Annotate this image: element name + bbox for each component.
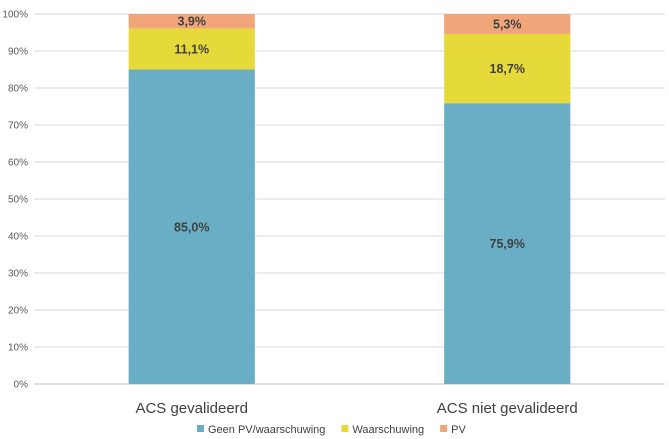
y-tick-label: 30%	[8, 269, 28, 280]
x-axis: ACS gevalideerd ACS niet gevalideerd	[135, 400, 577, 417]
bar-segment	[128, 69, 255, 384]
legend-label: Waarschuwing	[352, 424, 424, 436]
bar-segment	[444, 103, 571, 385]
data-label: 75,9%	[490, 237, 525, 251]
y-tick-label: 80%	[8, 84, 28, 95]
data-label: 85,0%	[174, 220, 209, 234]
y-tick-label: 60%	[8, 158, 28, 169]
bar-segment	[444, 33, 571, 104]
legend-swatch	[341, 425, 349, 432]
data-label: 18,7%	[490, 62, 525, 76]
data-label: 3,9%	[178, 15, 207, 29]
legend-label: Geen PV/waarschuwing	[208, 424, 325, 436]
y-tick-label: 70%	[8, 121, 28, 132]
bars: 85,0% 11,1% 3,9% 75,9% 18,7% 5,3%	[128, 14, 571, 385]
bar-segment	[444, 14, 571, 34]
bar-segment	[128, 28, 255, 70]
y-tick-label: 40%	[8, 232, 28, 243]
legend: Geen PV/waarschuwing Waarschuwing PV	[197, 424, 466, 436]
y-tick-label: 10%	[8, 343, 28, 354]
x-tick-label: ACS niet gevalideerd	[437, 400, 578, 417]
y-tick-label: 50%	[8, 195, 28, 206]
bar-segment	[128, 14, 255, 29]
y-tick-label: 90%	[8, 47, 28, 58]
y-tick-label: 20%	[8, 306, 28, 317]
data-label: 11,1%	[174, 42, 209, 56]
y-tick-label: 0%	[14, 380, 29, 391]
legend-swatch	[197, 425, 204, 432]
y-axis: 0% 10% 20% 30% 40% 50% 60% 70% 80% 90% 100%	[2, 10, 28, 391]
legend-swatch	[440, 425, 448, 432]
data-label: 5,3%	[493, 17, 522, 31]
legend-label: PV	[451, 424, 466, 436]
y-tick-label: 100%	[2, 10, 28, 21]
x-tick-label: ACS gevalideerd	[135, 400, 248, 417]
